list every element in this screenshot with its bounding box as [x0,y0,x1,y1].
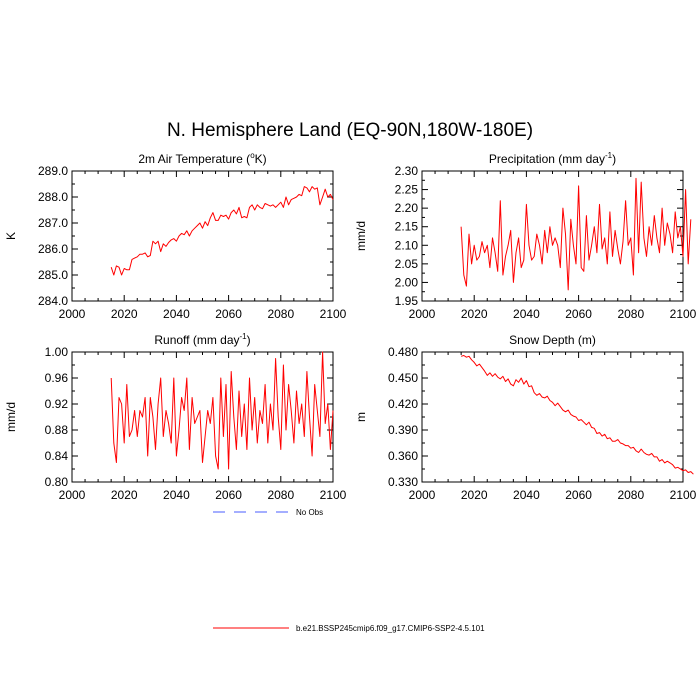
panel-title-main: Snow Depth (m) [509,333,596,347]
x-tick-label: 2040 [163,307,190,321]
panel-4: Snow Depth (m) m 2000 2020 2040 2060 2080 2100 0… [354,333,697,502]
x-tick-label: 2020 [461,488,488,502]
x-tick-label: 2040 [513,488,540,502]
panels: 2m Air Temperature (oK) K 2000 2020 2040 2060… [4,151,697,502]
panel-title-end: ) [612,152,616,166]
y-tick-label: 287.0 [38,216,68,230]
panel-title: Precipitation (mm day-1) [489,151,616,166]
panel-2: Precipitation (mm day-1) mm/d 2000 2020 2040… [354,151,697,321]
panel-title: Runoff (mm day-1) [154,332,250,347]
y-tick-label: 1.95 [395,294,419,308]
panel-3: Runoff (mm day-1) mm/d 2000 2020 2040 2060 208… [4,332,347,502]
legend: No Obs b.e21.BSSP245cmip6.f09_g17.CMIP6-S… [213,508,485,633]
panel-title: 2m Air Temperature (oK) [138,151,266,166]
y-axis-label: mm/d [4,402,18,432]
x-tick-label: 2060 [215,307,242,321]
y-tick-label: 2.05 [395,257,419,271]
y-tick-label: 2.20 [395,201,419,215]
legend-label-1: No Obs [296,508,323,517]
y-tick-label: 0.360 [388,449,418,463]
y-tick-label: 1.00 [45,345,69,359]
y-tick-label: 0.92 [45,397,69,411]
panel-title-end: K) [255,152,267,166]
panel-title-superscript: -1 [240,332,248,341]
panel-title: Snow Depth (m) [509,333,596,347]
panel-title-main: Runoff (mm day [154,333,239,347]
x-tick-label: 2080 [617,307,644,321]
y-tick-label: 0.88 [45,423,69,437]
panel-title-superscript: -1 [605,151,613,160]
panel-title-main: 2m Air Temperature ( [138,152,250,166]
x-tick-label: 2100 [670,488,697,502]
x-tick-label: 2000 [409,488,436,502]
y-axis-label: mm/d [354,221,368,251]
y-tick-label: 0.420 [388,397,418,411]
y-tick-label: 0.96 [45,371,69,385]
series-line-1 [110,186,334,276]
figure-title: N. Hemisphere Land (EQ-90N,180W-180E) [167,120,533,141]
x-tick-label: 2040 [163,488,190,502]
y-tick-label: 0.480 [388,345,418,359]
x-tick-label: 2060 [565,307,592,321]
x-tick-label: 2100 [320,488,347,502]
x-tick-label: 2060 [215,488,242,502]
x-tick-label: 2080 [267,307,294,321]
y-tick-label: 286.0 [38,242,68,256]
x-tick-label: 2100 [670,307,697,321]
series-line-1 [460,355,694,475]
x-tick-label: 2100 [320,307,347,321]
panel-title-main: Precipitation (mm day [489,152,605,166]
y-axis-label: K [4,232,18,240]
y-tick-label: 285.0 [38,268,68,282]
x-tick-label: 2080 [617,488,644,502]
series-line-1 [110,351,334,470]
y-tick-label: 2.00 [395,275,419,289]
y-tick-label: 2.15 [395,220,419,234]
y-tick-label: 0.450 [388,371,418,385]
x-tick-label: 2020 [111,488,138,502]
x-tick-label: 2020 [461,307,488,321]
series-line-1 [460,177,692,291]
x-tick-label: 2000 [409,307,436,321]
x-tick-label: 2040 [513,307,540,321]
y-tick-label: 0.84 [45,449,69,463]
y-tick-label: 2.25 [395,183,419,197]
y-tick-label: 2.10 [395,238,419,252]
x-tick-label: 2000 [59,488,86,502]
y-tick-label: 284.0 [38,294,68,308]
legend-label-2: b.e21.BSSP245cmip6.f09_g17.CMIP6-SSP2-4.… [296,624,485,633]
x-tick-label: 2060 [565,488,592,502]
panel-title-end: ) [247,333,251,347]
y-tick-label: 289.0 [38,164,68,178]
x-tick-label: 2080 [267,488,294,502]
x-tick-label: 2020 [111,307,138,321]
y-tick-label: 288.0 [38,190,68,204]
y-tick-label: 0.80 [45,475,69,489]
panel-1: 2m Air Temperature (oK) K 2000 2020 2040 2060… [4,151,347,321]
y-tick-label: 2.30 [395,164,419,178]
y-tick-label: 0.330 [388,475,418,489]
y-tick-label: 0.390 [388,423,418,437]
x-tick-label: 2000 [59,307,86,321]
y-axis-label: m [354,412,368,422]
panel-title-superscript: o [250,151,255,160]
